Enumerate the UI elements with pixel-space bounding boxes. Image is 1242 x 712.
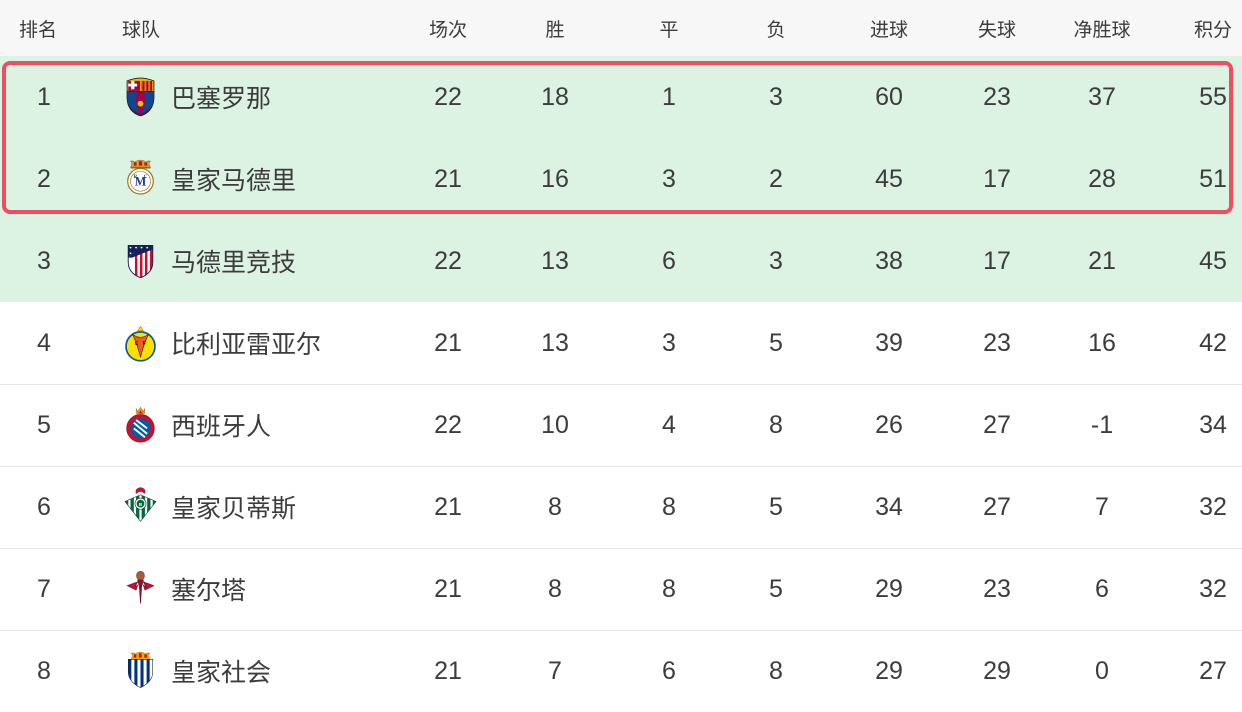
- svg-text:C: C: [144, 175, 148, 180]
- svg-text:C: C: [135, 341, 139, 347]
- svg-text:R: R: [134, 175, 138, 180]
- svg-text:F: F: [143, 341, 146, 347]
- svg-text:B: B: [139, 502, 142, 507]
